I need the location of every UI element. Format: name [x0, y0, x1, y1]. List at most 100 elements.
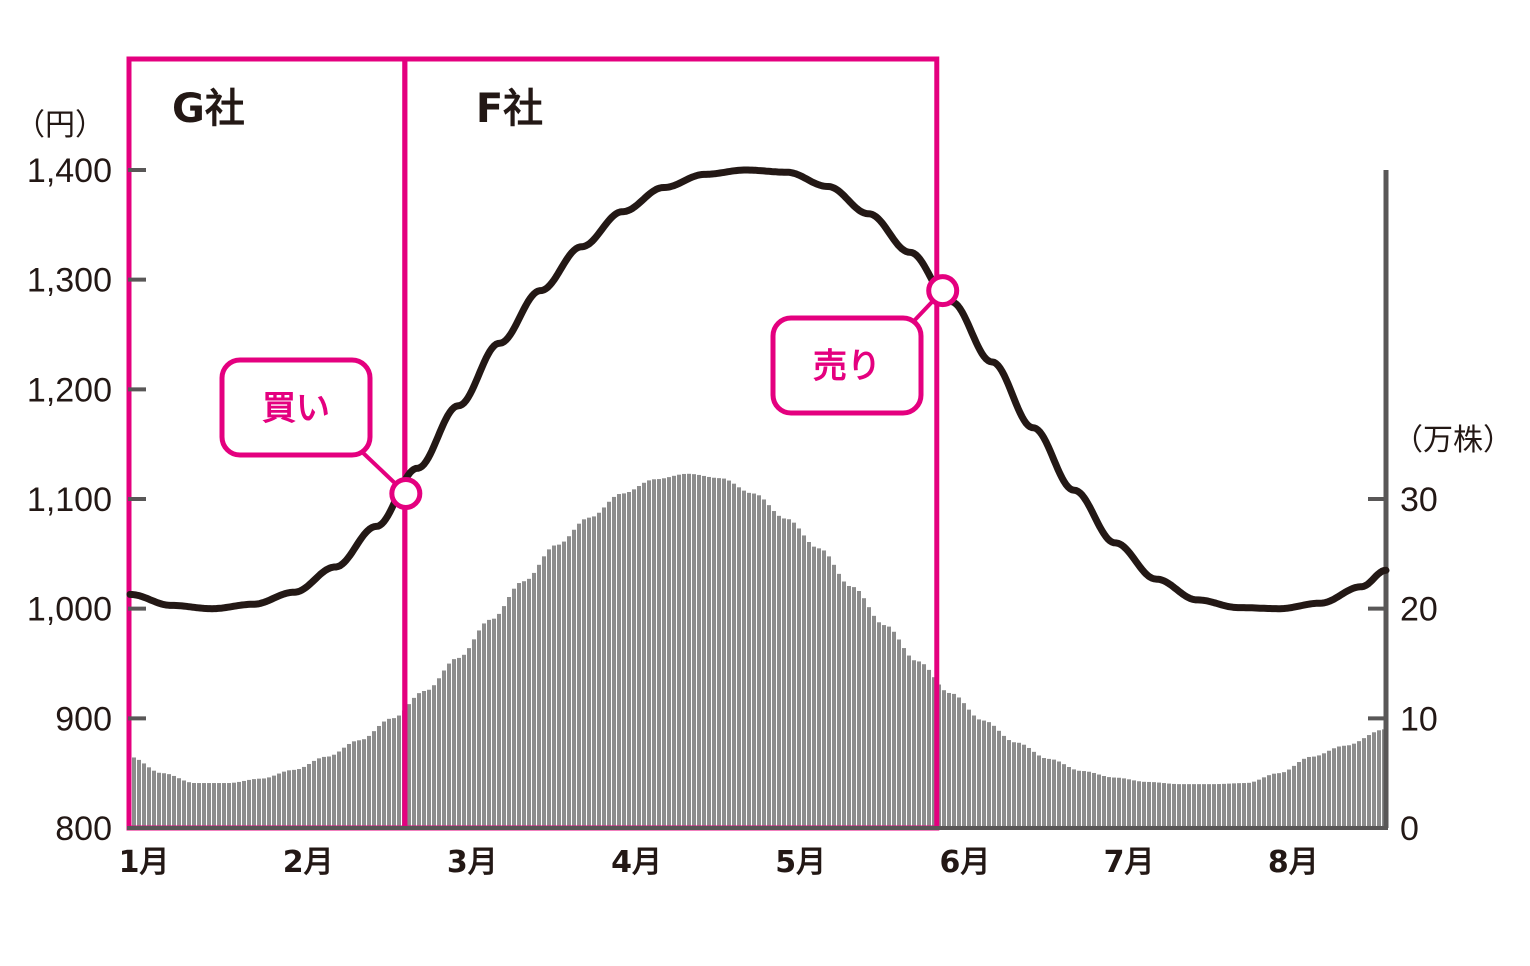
volume-bar: [342, 747, 346, 828]
volume-bar: [307, 763, 311, 828]
volume-bar: [787, 519, 791, 828]
volume-bar: [1352, 743, 1356, 828]
volume-bar: [1372, 732, 1376, 828]
volume-bar: [362, 739, 366, 828]
volume-bar: [987, 722, 991, 828]
volume-bar: [407, 704, 411, 828]
volume-bar: [892, 631, 896, 828]
volume-bar: [757, 495, 761, 828]
y-left-tick-label: 1,100: [27, 481, 112, 519]
volume-bar: [977, 719, 981, 828]
volume-bar: [1212, 784, 1216, 828]
volume-bar: [752, 493, 756, 828]
volume-bar: [917, 661, 921, 828]
volume-bar: [732, 483, 736, 828]
volume-bar: [582, 519, 586, 828]
volume-bar: [227, 783, 231, 828]
volume-bar: [882, 625, 886, 828]
volume-bar: [457, 657, 461, 828]
volume-bar: [607, 501, 611, 828]
volume-bar: [867, 607, 871, 828]
volume-bar: [1222, 783, 1226, 828]
volume-bar: [897, 639, 901, 828]
y-left-tick-label: 1,000: [27, 591, 112, 629]
volume-bar: [1282, 772, 1286, 828]
volume-bar: [737, 487, 741, 828]
volume-bar: [1342, 745, 1346, 828]
volume-bar: [302, 766, 306, 828]
volume-bar: [642, 482, 646, 828]
volume-bar: [142, 763, 146, 828]
volume-bar: [592, 516, 596, 828]
volume-bar: [667, 477, 671, 828]
x-tick-label: 1月: [119, 845, 170, 880]
volume-bar: [197, 783, 201, 828]
callout-box: [770, 315, 924, 416]
volume-bar: [847, 585, 851, 828]
x-tick-label: 5月: [775, 845, 826, 880]
volume-bar: [717, 478, 721, 828]
volume-bar: [962, 703, 966, 828]
volume-bar: [322, 756, 326, 828]
volume-bar: [1207, 784, 1211, 828]
volume-bar: [1082, 771, 1086, 828]
volume-bar: [177, 778, 181, 828]
volume-bar: [852, 587, 856, 828]
volume-bar: [1377, 730, 1381, 828]
volume-bar: [702, 475, 706, 828]
volume-bar: [357, 740, 361, 828]
volume-bar: [377, 725, 381, 828]
volume-bar: [817, 548, 821, 828]
volume-bar: [187, 782, 191, 828]
volume-bar: [1327, 750, 1331, 828]
volume-bar: [1357, 741, 1361, 828]
volume-bar: [242, 780, 246, 828]
volume-bar: [992, 725, 996, 828]
y-left-tick-label: 1,200: [27, 371, 112, 409]
volume-bar: [762, 499, 766, 828]
volume-bar: [1332, 748, 1336, 828]
volume-bar: [792, 522, 796, 828]
volume-bar: [1077, 770, 1081, 828]
volume-bar: [722, 478, 726, 828]
volume-bar: [547, 549, 551, 828]
volume-bar: [832, 564, 836, 828]
volume-bar: [477, 630, 481, 828]
volume-bar: [907, 655, 911, 828]
volume-bar: [797, 528, 801, 828]
volume-bar: [192, 783, 196, 828]
volume-bar: [1057, 761, 1061, 828]
volume-bar: [292, 769, 296, 828]
volume-bar: [952, 693, 956, 828]
x-tick-label: 8月: [1268, 845, 1319, 880]
volume-bar: [332, 754, 336, 828]
volume-bar: [1072, 769, 1076, 828]
volume-bar: [522, 581, 526, 828]
volume-bar: [902, 648, 906, 828]
volume-bar: [562, 541, 566, 828]
y-right-tick-label: 10: [1400, 700, 1438, 738]
volume-bar: [1217, 784, 1221, 828]
volume-bar: [567, 536, 571, 828]
axes: 800 900 1,000 1,100 1,200 1,300 1,400 0 10 20 30 1月…: [27, 152, 1438, 880]
volume-bar: [1262, 777, 1266, 828]
volume-bar: [1097, 774, 1101, 828]
volume-bar: [382, 721, 386, 828]
volume-bar: [367, 735, 371, 828]
volume-bar: [627, 491, 631, 828]
volume-bar: [157, 772, 161, 828]
volume-bar: [1162, 783, 1166, 828]
volume-bar: [872, 615, 876, 828]
volume-bar: [1307, 756, 1311, 828]
volume-bar: [912, 660, 916, 828]
volume-bar: [347, 743, 351, 828]
volume-bar: [1062, 764, 1066, 828]
volume-bar: [857, 590, 861, 828]
volume-bar: [1167, 783, 1171, 828]
volume-bar: [167, 774, 171, 828]
volume-bar: [727, 480, 731, 828]
volume-bar: [1227, 783, 1231, 828]
volume-bar: [657, 479, 661, 828]
volume-bar: [1002, 735, 1006, 828]
